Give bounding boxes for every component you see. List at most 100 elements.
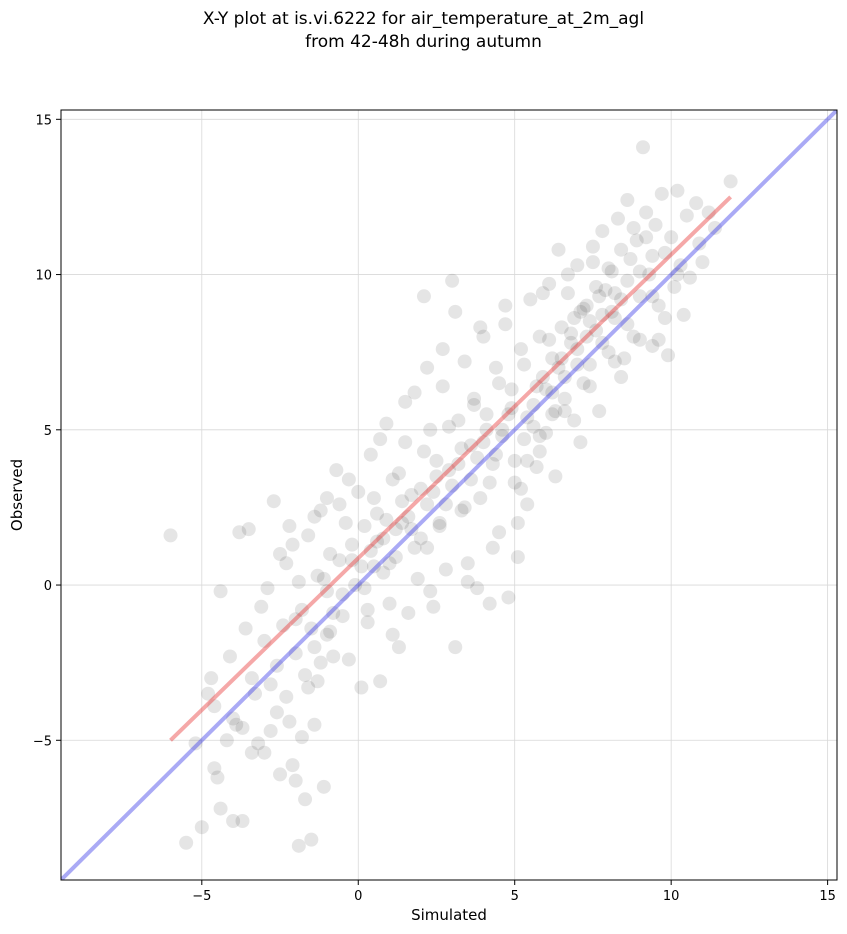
scatter-point [648, 217, 663, 232]
scatter-point [357, 519, 372, 534]
scatter-point [429, 453, 444, 468]
scatter-point [520, 453, 535, 468]
scatter-point [294, 602, 309, 617]
scatter-point [326, 605, 341, 620]
x-tick-label: 5 [511, 889, 519, 904]
scatter-point [307, 717, 322, 732]
scatter-point [488, 447, 503, 462]
scatter-point [294, 730, 309, 745]
scatter-point [645, 248, 660, 263]
y-axis-label: Observed [8, 459, 26, 531]
scatter-point [645, 338, 660, 353]
plot-frame [60, 109, 838, 881]
scatter-point [420, 360, 435, 375]
scatter-point [360, 602, 375, 617]
scatter-point [495, 422, 510, 437]
scatter-point [316, 571, 331, 586]
scatter-point [532, 444, 547, 459]
scatter-point [407, 540, 422, 555]
scatter-point [257, 745, 272, 760]
scatter-point [442, 463, 456, 478]
scatter-point [413, 531, 428, 546]
scatter-point [457, 354, 472, 369]
axis-ticks: −5 0 5 10 15 −5 0 5 10 15 [33, 113, 836, 904]
scatter-point [664, 230, 679, 245]
scatter-point [304, 621, 319, 636]
scatter-point [263, 723, 278, 738]
scatter-point [229, 717, 244, 732]
scatter-point [488, 360, 503, 375]
scatter-point [595, 224, 610, 239]
scatter-point [204, 671, 219, 686]
scatter-point [614, 370, 629, 385]
scatter-point [363, 447, 378, 462]
scatter-point [507, 475, 522, 490]
scatter-point [266, 494, 281, 509]
scatter-point [454, 441, 469, 456]
scatter-point [673, 258, 688, 273]
scatter-point [335, 587, 350, 602]
scatter-point [570, 357, 585, 372]
scatter-point [248, 686, 262, 701]
scatter-point [476, 329, 491, 344]
scatter-point [395, 515, 410, 530]
scatter-point [310, 674, 325, 689]
scatter-point [285, 758, 300, 773]
scatter-point [695, 255, 710, 270]
scatter-point [379, 416, 394, 431]
scatter-point [651, 332, 666, 347]
scatter-point [526, 397, 541, 412]
scatter-point [535, 286, 550, 301]
scatter-point [451, 413, 466, 428]
scatter-point [632, 332, 647, 347]
scatter-point [235, 814, 250, 829]
scatter-point [670, 267, 685, 282]
scatter-point [639, 230, 654, 245]
scatter-point [373, 432, 388, 447]
scatter-point [495, 429, 510, 444]
scatter-point [213, 801, 228, 816]
scatter-point [351, 484, 366, 499]
scatter-point [723, 174, 738, 189]
scatter-point [557, 370, 572, 385]
scatter-point [482, 475, 497, 490]
scatter-point [529, 460, 544, 475]
scatter-point [585, 255, 600, 270]
scatter-point [432, 515, 447, 530]
scatter-point [416, 289, 431, 304]
one-to-one-line [61, 110, 837, 880]
scatter-point [607, 286, 622, 301]
scatter-point [554, 351, 569, 366]
scatter-point [219, 733, 234, 748]
scatter-point [226, 711, 241, 726]
scatter-point [532, 429, 547, 444]
scatter-point [307, 509, 322, 524]
scatter-point [454, 503, 469, 518]
scatter-point [432, 519, 447, 534]
scatter-point [560, 267, 575, 282]
scatter-point [326, 649, 341, 664]
scatter-point [401, 605, 416, 620]
scatter-point [457, 500, 472, 515]
scatter-point [510, 550, 525, 565]
scatter-point [388, 522, 403, 537]
scatter-point [301, 680, 316, 695]
scatter-point [301, 528, 316, 543]
scatter-point [435, 342, 450, 357]
scatter-point [545, 385, 560, 400]
scatter-point [607, 311, 622, 326]
scatter-point [244, 671, 259, 686]
y-tick-label: 15 [35, 113, 52, 128]
scatter-point [401, 509, 416, 524]
scatter-point [288, 612, 303, 627]
scatter-point [492, 525, 507, 540]
scatter-point [451, 456, 466, 471]
scatter-point [366, 491, 381, 506]
scatter-point [363, 543, 378, 558]
scatter-point [482, 596, 497, 611]
scatter-point [513, 481, 528, 496]
scatter-point [395, 494, 410, 509]
scatter-point [319, 491, 334, 506]
scatter-point [582, 357, 597, 372]
